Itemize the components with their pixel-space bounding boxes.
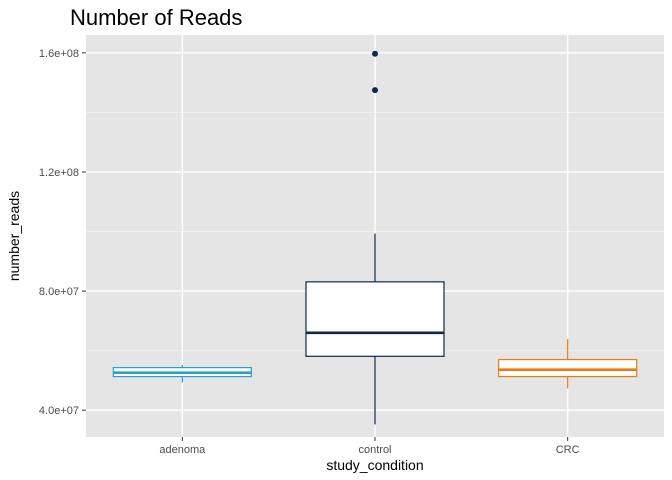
x-axis-title: study_condition xyxy=(326,457,423,473)
x-axis-ticks: adenoma control CRC xyxy=(159,437,580,456)
box-iqr xyxy=(498,358,638,378)
y-axis-ticks: 4.0e+07 8.0e+07 1.2e+08 1.6e+08 xyxy=(39,48,86,417)
x-tick-label: CRC xyxy=(556,444,580,456)
outlier-point xyxy=(372,50,378,57)
box-series xyxy=(112,50,638,425)
x-tick-label: adenoma xyxy=(159,444,206,456)
x-tick-label: control xyxy=(358,444,391,456)
box-iqr xyxy=(305,281,445,357)
y-tick-label: 4.0e+07 xyxy=(39,405,79,417)
y-tick-label: 1.6e+08 xyxy=(39,48,79,60)
y-axis-title: number_reads xyxy=(6,191,22,281)
outlier-point xyxy=(372,87,378,94)
box-adenoma xyxy=(112,364,252,383)
box-control xyxy=(305,50,445,425)
box-CRC xyxy=(498,339,638,389)
chart-title: Number of Reads xyxy=(70,5,242,30)
y-tick-label: 8.0e+07 xyxy=(39,286,79,298)
y-tick-label: 1.2e+08 xyxy=(39,167,79,179)
